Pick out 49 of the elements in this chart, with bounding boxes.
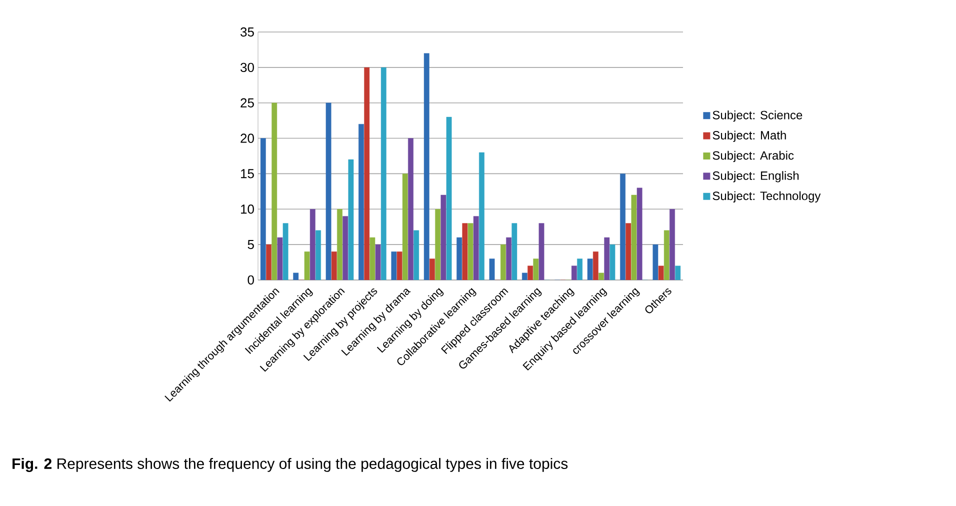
bar	[631, 194, 637, 280]
text: Fig. 2 Represents shows the frequency of using the pedagogical types in five topics	[12, 458, 568, 472]
bar	[670, 209, 675, 280]
bar	[402, 174, 408, 280]
bar	[604, 237, 610, 280]
y-tick-label: 35	[240, 27, 254, 37]
bar	[430, 258, 435, 280]
bar	[370, 237, 376, 280]
bar	[375, 244, 381, 280]
bar	[408, 138, 414, 280]
bar	[310, 209, 316, 280]
bar	[396, 252, 402, 280]
y-tick-label: 30	[240, 62, 254, 72]
bar	[266, 244, 272, 280]
y-tick-label: 15	[241, 169, 254, 178]
bar	[538, 223, 544, 280]
bar	[342, 216, 348, 280]
bar	[528, 266, 533, 280]
bar	[435, 209, 441, 280]
bar	[468, 223, 474, 280]
y-tick-label: 5	[248, 240, 254, 250]
y-tick-label: 25	[240, 98, 254, 108]
bar	[592, 252, 598, 280]
y-tick-label: 0	[248, 275, 254, 285]
bar	[331, 252, 337, 280]
bar	[636, 188, 642, 280]
bar	[506, 237, 512, 280]
bar	[500, 244, 506, 280]
bar	[473, 216, 479, 280]
legend-label: Subject: English	[712, 171, 799, 182]
y-tick-label: 10	[241, 204, 254, 214]
bar	[272, 102, 278, 280]
bar	[658, 266, 664, 280]
bar	[533, 258, 539, 280]
legend-label: Subject: Technology	[712, 191, 821, 202]
bar	[571, 266, 577, 280]
bar	[462, 223, 468, 280]
bar	[598, 272, 604, 280]
legend-label: Subject: Science	[712, 110, 802, 122]
bar	[337, 209, 342, 280]
bar	[364, 67, 370, 280]
bar	[664, 230, 670, 280]
bar	[626, 223, 632, 280]
legend-label: Subject: Math	[712, 130, 786, 142]
bar	[304, 252, 310, 280]
legend-label: Subject: Arabic	[712, 150, 794, 162]
bar	[277, 237, 283, 280]
bar	[440, 194, 446, 280]
y-tick-label: 20	[240, 134, 254, 143]
